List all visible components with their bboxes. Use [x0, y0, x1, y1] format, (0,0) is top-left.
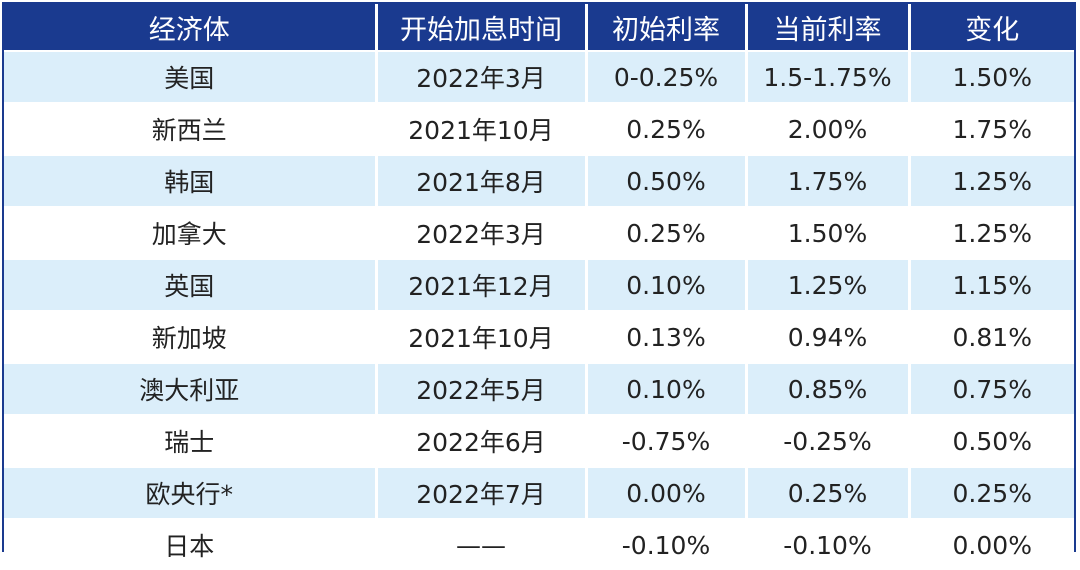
cell-initial-rate: -0.10%	[586, 518, 748, 570]
cell-current-rate: 0.85%	[746, 362, 911, 415]
cell-current-rate: 0.94%	[746, 310, 911, 363]
cell-start-time: 2021年8月	[376, 154, 588, 207]
table-row: 欧央行* 2022年7月 0.00% 0.25% 0.25%	[4, 466, 1074, 519]
cell-initial-rate: 0-0.25%	[586, 50, 748, 103]
cell-current-rate: 1.25%	[746, 258, 911, 311]
table-row: 瑞士 2022年6月 -0.75% -0.25% 0.50%	[4, 414, 1074, 467]
cell-initial-rate: 0.13%	[586, 310, 748, 363]
cell-start-time: 2021年12月	[376, 258, 588, 311]
cell-start-time: ——	[376, 518, 588, 570]
cell-economy: 欧央行*	[4, 466, 378, 519]
cell-start-time: 2022年3月	[376, 206, 588, 259]
cell-initial-rate: 0.10%	[586, 258, 748, 311]
cell-economy: 瑞士	[4, 414, 378, 467]
table-row: 英国 2021年12月 0.10% 1.25% 1.15%	[4, 258, 1074, 311]
cell-current-rate: 0.25%	[746, 466, 911, 519]
cell-economy: 澳大利亚	[4, 362, 378, 415]
cell-current-rate: -0.10%	[746, 518, 911, 570]
cell-initial-rate: 0.00%	[586, 466, 748, 519]
cell-change: 0.25%	[909, 466, 1074, 519]
cell-change: 1.15%	[909, 258, 1074, 311]
cell-current-rate: 2.00%	[746, 102, 911, 155]
cell-start-time: 2022年6月	[376, 414, 588, 467]
cell-change: 1.25%	[909, 154, 1074, 207]
header-current-rate: 当前利率	[746, 4, 911, 51]
cell-change: 1.50%	[909, 50, 1074, 103]
cell-change: 1.25%	[909, 206, 1074, 259]
cell-initial-rate: 0.50%	[586, 154, 748, 207]
cell-start-time: 2022年3月	[376, 50, 588, 103]
cell-economy: 日本	[4, 518, 378, 570]
header-start-time: 开始加息时间	[376, 4, 588, 51]
cell-economy: 英国	[4, 258, 378, 311]
table-row: 韩国 2021年8月 0.50% 1.75% 1.25%	[4, 154, 1074, 207]
table-row: 澳大利亚 2022年5月 0.10% 0.85% 0.75%	[4, 362, 1074, 415]
cell-initial-rate: 0.25%	[586, 102, 748, 155]
cell-economy: 美国	[4, 50, 378, 103]
cell-change: 0.75%	[909, 362, 1074, 415]
header-initial-rate: 初始利率	[586, 4, 748, 51]
cell-change: 0.50%	[909, 414, 1074, 467]
table-row: 美国 2022年3月 0-0.25% 1.5-1.75% 1.50%	[4, 50, 1074, 103]
cell-initial-rate: 0.25%	[586, 206, 748, 259]
cell-initial-rate: 0.10%	[586, 362, 748, 415]
cell-start-time: 2022年5月	[376, 362, 588, 415]
cell-economy: 加拿大	[4, 206, 378, 259]
table-row: 新西兰 2021年10月 0.25% 2.00% 1.75%	[4, 102, 1074, 155]
rate-hike-table: 经济体 开始加息时间 初始利率 当前利率 变化 美国 2022年3月 0-0.2…	[4, 4, 1074, 570]
cell-initial-rate: -0.75%	[586, 414, 748, 467]
cell-current-rate: -0.25%	[746, 414, 911, 467]
cell-change: 0.00%	[909, 518, 1074, 570]
table-row: 日本 —— -0.10% -0.10% 0.00%	[4, 518, 1074, 570]
cell-economy: 新西兰	[4, 102, 378, 155]
table-row: 新加坡 2021年10月 0.13% 0.94% 0.81%	[4, 310, 1074, 363]
cell-current-rate: 1.75%	[746, 154, 911, 207]
cell-current-rate: 1.5-1.75%	[746, 50, 911, 103]
table-header-row: 经济体 开始加息时间 初始利率 当前利率 变化	[4, 4, 1074, 51]
cell-change: 1.75%	[909, 102, 1074, 155]
cell-change: 0.81%	[909, 310, 1074, 363]
cell-economy: 韩国	[4, 154, 378, 207]
cell-start-time: 2021年10月	[376, 102, 588, 155]
table-row: 加拿大 2022年3月 0.25% 1.50% 1.25%	[4, 206, 1074, 259]
cell-economy: 新加坡	[4, 310, 378, 363]
cell-start-time: 2021年10月	[376, 310, 588, 363]
header-economy: 经济体	[4, 4, 378, 51]
header-change: 变化	[909, 4, 1074, 51]
cell-start-time: 2022年7月	[376, 466, 588, 519]
cell-current-rate: 1.50%	[746, 206, 911, 259]
